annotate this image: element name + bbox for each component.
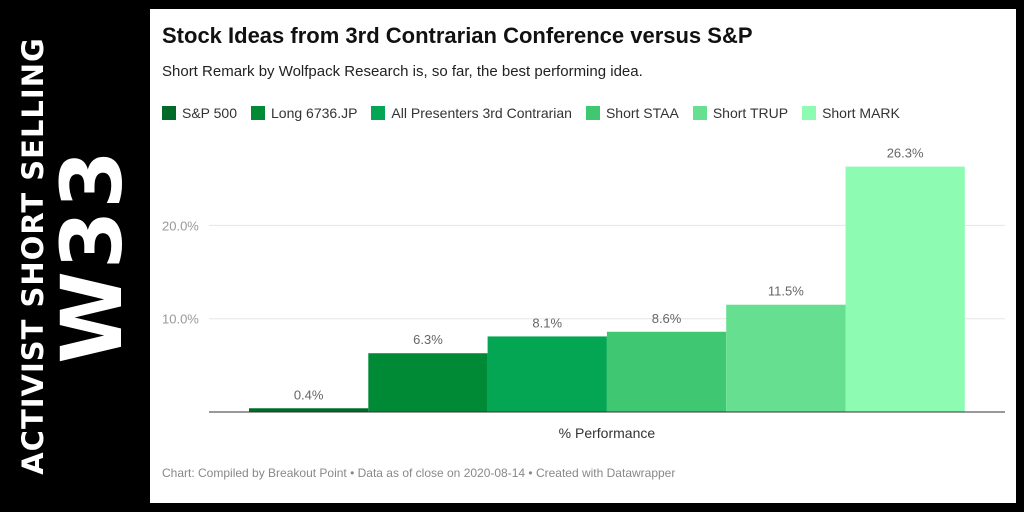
legend-label: Short MARK xyxy=(822,105,900,121)
data-label: 26.3% xyxy=(887,146,924,161)
data-label: 8.1% xyxy=(532,315,562,330)
data-label: 11.5% xyxy=(768,284,804,299)
legend-item: Long 6736.JP xyxy=(251,105,357,121)
chart-legend: S&P 500 Long 6736.JP All Presenters 3rd Co… xyxy=(162,105,914,121)
x-axis-label: % Performance xyxy=(559,425,656,441)
legend-swatch xyxy=(692,106,707,120)
legend-item: Short TRUP xyxy=(692,105,789,121)
side-banner: ACTIVIST SHORT SELLING W33 xyxy=(0,0,150,512)
chart-title: Stock Ideas from 3rd Contrarian Conferen… xyxy=(162,23,753,48)
data-label: 0.4% xyxy=(294,387,324,402)
y-tick-label: 20.0% xyxy=(162,218,199,233)
legend-label: Short STAA xyxy=(605,105,679,121)
side-banner-line2: W33 xyxy=(43,148,141,364)
legend-swatch xyxy=(585,106,600,120)
legend-item: All Presenters 3rd Contrarian xyxy=(371,105,572,121)
side-banner-text: ACTIVIST SHORT SELLING W33 xyxy=(16,37,141,475)
legend-swatch xyxy=(802,106,817,120)
legend-label: Long 6736.JP xyxy=(271,105,358,121)
legend-swatch xyxy=(251,106,266,120)
y-tick-label: 10.0% xyxy=(162,312,199,327)
legend-label: All Presenters 3rd Contrarian xyxy=(391,105,572,121)
legend-label: Short TRUP xyxy=(712,105,789,121)
legend-label: S&P 500 xyxy=(182,105,238,121)
legend-item: Short STAA xyxy=(585,105,679,121)
bar-chart: 10.0% 20.0% 0.4% 6.3% 8.1% 8.6% 11.5% 26.3% % Pe… xyxy=(162,146,1005,441)
legend-item: Short MARK xyxy=(802,105,900,121)
data-label: 6.3% xyxy=(413,332,443,347)
legend-swatch xyxy=(162,106,176,120)
bar xyxy=(487,336,607,412)
legend-swatch xyxy=(371,106,386,120)
legend-item: S&P 500 xyxy=(162,105,237,121)
bar xyxy=(606,331,727,412)
bar xyxy=(845,166,965,412)
bar xyxy=(368,353,488,412)
chart-subtitle: Short Remark by Wolfpack Research is, so… xyxy=(162,63,643,80)
chart-footer: Chart: Compiled by Breakout Point • Data… xyxy=(162,466,676,480)
bar xyxy=(726,304,846,412)
bar xyxy=(249,408,369,412)
chart-panel: Stock Ideas from 3rd Contrarian Conferen… xyxy=(150,9,1016,503)
data-label: 8.6% xyxy=(652,311,682,326)
